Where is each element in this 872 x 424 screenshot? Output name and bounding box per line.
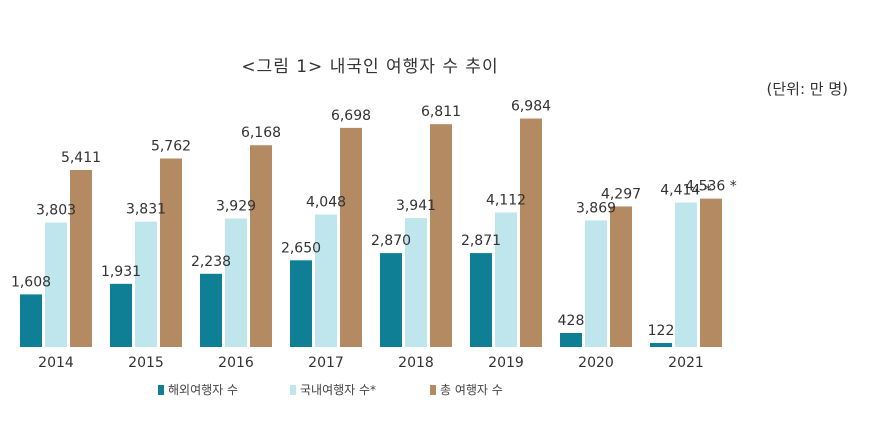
value-label-2019-series-2: 4,112 xyxy=(486,192,526,208)
value-labels-layer: 1,608 3,803 5,411 1,931 3,831 5,762 2,238 3,929… xyxy=(11,99,737,339)
legend-label-series-1: 해외여행자 수 xyxy=(168,382,238,397)
value-label-2021-series-1: 122 xyxy=(648,323,675,339)
value-label-2019-series-3: 6,984 xyxy=(511,99,551,115)
value-label-2020-series-3: 4,297 xyxy=(601,186,641,202)
bar-2014-series-1 xyxy=(20,294,42,347)
unit-label: (단위: 만 명) xyxy=(766,80,849,98)
bar-2019-series-2 xyxy=(495,212,517,347)
bar-2019-series-3 xyxy=(520,118,542,347)
value-label-2015-series-3: 5,762 xyxy=(151,139,191,155)
bar-2015-series-2 xyxy=(135,221,157,347)
x-tick-label-2014: 2014 xyxy=(38,355,74,371)
x-tick-labels-layer: 2014 2015 2016 2017 2018 2019 2020 2021 xyxy=(38,355,704,371)
x-tick-label-2020: 2020 xyxy=(578,355,614,371)
bar-2014-series-2 xyxy=(45,222,67,347)
bar-2018-series-3 xyxy=(430,124,452,347)
legend-label-series-3: 총 여행자 수 xyxy=(440,382,503,397)
bar-2015-series-3 xyxy=(160,158,182,347)
bar-2017-series-1 xyxy=(290,260,312,347)
bar-2014-series-3 xyxy=(70,169,92,347)
value-label-2016-series-1: 2,238 xyxy=(191,254,231,270)
value-label-2014-series-3: 5,411 xyxy=(61,150,101,166)
x-tick-label-2017: 2017 xyxy=(308,355,344,371)
legend: 해외여행자 수 국내여행자 수* 총 여행자 수 xyxy=(158,382,503,397)
value-label-2017-series-1: 2,650 xyxy=(281,240,321,256)
value-label-2015-series-2: 3,831 xyxy=(126,202,166,218)
value-label-2015-series-1: 1,931 xyxy=(101,264,141,280)
bar-2021-series-2 xyxy=(675,202,697,347)
bar-2020-series-2 xyxy=(585,220,607,347)
bar-2018-series-1 xyxy=(380,253,402,347)
bar-2021-series-1 xyxy=(650,343,672,347)
legend-swatch-series-2 xyxy=(290,385,296,395)
value-label-2020-series-1: 428 xyxy=(558,313,585,329)
value-label-2016-series-2: 3,929 xyxy=(216,198,256,214)
x-tick-label-2019: 2019 xyxy=(488,355,524,371)
value-label-2017-series-2: 4,048 xyxy=(306,195,346,211)
bar-2016-series-1 xyxy=(200,273,222,347)
value-label-2014-series-2: 3,803 xyxy=(36,203,76,219)
bar-2015-series-1 xyxy=(110,283,132,347)
value-label-2019-series-1: 2,871 xyxy=(461,233,501,249)
value-label-2018-series-3: 6,811 xyxy=(421,104,461,120)
value-label-2017-series-3: 6,698 xyxy=(331,108,371,124)
value-label-2021-series-2: 4,414 * xyxy=(660,183,712,199)
x-tick-label-2015: 2015 xyxy=(128,355,164,371)
x-tick-label-2016: 2016 xyxy=(218,355,254,371)
bar-2021-series-3 xyxy=(700,198,722,347)
x-tick-label-2018: 2018 xyxy=(398,355,434,371)
bar-2020-series-3 xyxy=(610,206,632,347)
value-label-2021-series-3: 4,536 * xyxy=(685,179,737,195)
bar-2018-series-2 xyxy=(405,218,427,347)
value-label-2014-series-1: 1,608 xyxy=(11,274,51,290)
bar-2017-series-2 xyxy=(315,214,337,347)
value-label-2018-series-1: 2,870 xyxy=(371,233,411,249)
bar-2020-series-1 xyxy=(560,332,582,347)
bar-2016-series-2 xyxy=(225,218,247,347)
legend-swatch-series-1 xyxy=(158,385,164,395)
bar-2019-series-1 xyxy=(470,253,492,347)
bar-2017-series-3 xyxy=(340,127,362,347)
legend-label-series-2: 국내여행자 수* xyxy=(300,382,376,397)
x-tick-label-2021: 2021 xyxy=(668,355,704,371)
legend-swatch-series-3 xyxy=(430,385,436,395)
bars-layer xyxy=(20,118,722,347)
bar-2016-series-3 xyxy=(250,145,272,347)
value-label-2018-series-2: 3,941 xyxy=(396,198,436,214)
value-label-2020-series-2: 3,869 xyxy=(576,200,616,216)
chart-title: <그림 1> 내국인 여행자 수 추이 xyxy=(241,57,499,77)
value-label-2016-series-3: 6,168 xyxy=(241,125,281,141)
